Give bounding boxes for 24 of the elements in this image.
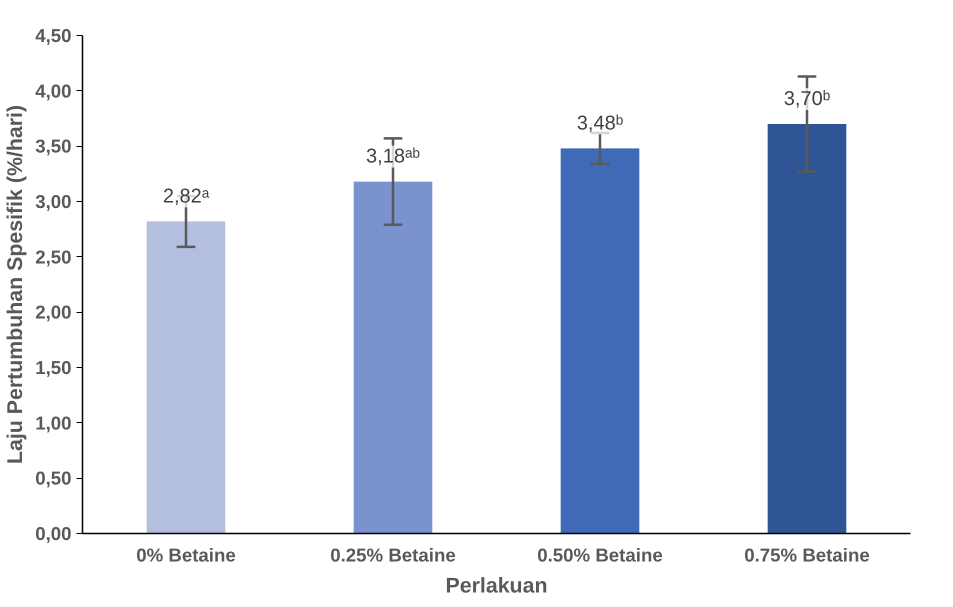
data-label: 2,82ᵃ [162,185,210,208]
bar [560,148,640,534]
y-axis-title: Laju Pertumbuhan Spesifik (%/hari) [3,104,28,464]
y-tick-label: 3,50 [35,136,72,157]
y-tick-label: 1,50 [35,357,72,378]
data-label: 3,18ᵃᵇ [366,146,420,168]
y-tick-label: 0,50 [35,468,72,489]
y-tick-label: 3,00 [35,191,72,212]
bar [768,124,846,534]
x-axis-title: Perlakuan [446,574,548,598]
bar [354,182,432,534]
x-tick-label: 0% Betaine [136,544,236,566]
y-tick-label: 0,00 [35,523,72,544]
y-tick-label: 2,00 [35,302,72,323]
y-tick-label: 1,00 [35,412,72,434]
data-label: 3,70ᵇ [784,88,830,110]
y-tick-label: 2,50 [35,246,72,268]
y-tick-label: 4,50 [35,25,72,46]
x-tick-label: 0.75% Betaine [744,544,870,566]
data-label: 3,48ᵇ [576,112,624,134]
x-tick-label: 0.25% Betaine [330,544,456,566]
y-tick-label: 4,00 [35,80,72,102]
x-tick-label: 0.50% Betaine [537,544,663,566]
bar [146,221,226,534]
